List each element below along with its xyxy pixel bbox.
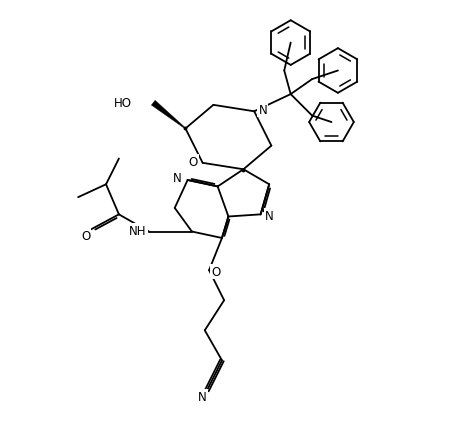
Polygon shape xyxy=(151,101,186,129)
Text: HO: HO xyxy=(114,97,132,110)
Text: N: N xyxy=(198,391,207,404)
Text: O: O xyxy=(81,230,91,243)
Text: N: N xyxy=(265,210,273,223)
Text: N: N xyxy=(258,104,267,117)
Text: NH: NH xyxy=(129,224,147,237)
Text: N: N xyxy=(173,172,182,185)
Text: O: O xyxy=(189,156,198,169)
Text: O: O xyxy=(211,265,220,278)
